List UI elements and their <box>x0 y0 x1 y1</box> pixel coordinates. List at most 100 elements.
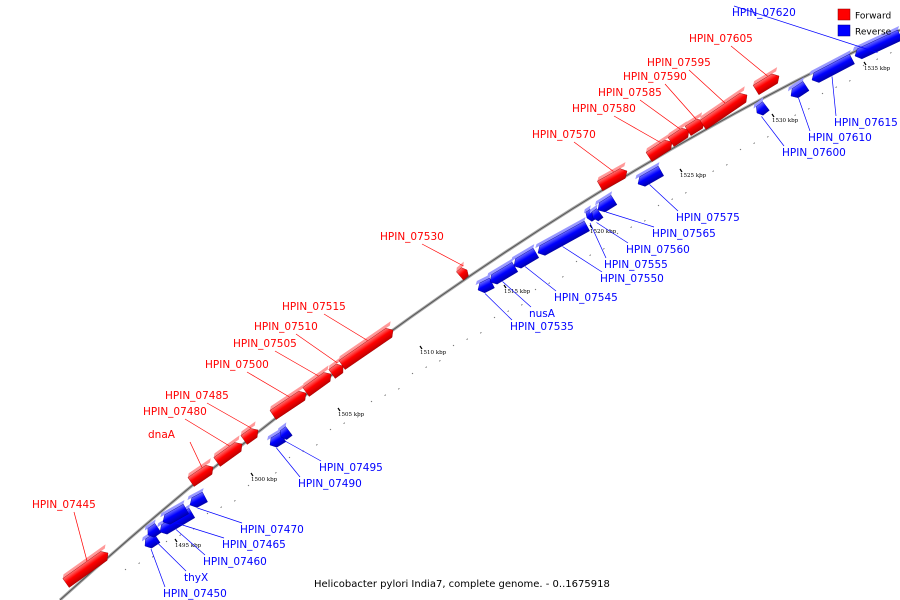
leader-hpin-07530 <box>421 243 464 267</box>
tick-label-1495-kbp: 1495 kbp <box>175 543 202 549</box>
genome-caption: Helicobacter pylori India7, complete gen… <box>314 579 610 590</box>
gene-hpin-07560 <box>589 204 604 222</box>
leader-nusa <box>502 281 532 308</box>
label-leader-lines <box>73 5 878 588</box>
leader-hpin-07570 <box>573 141 614 172</box>
gene-label-hpin-07565: HPIN_07565 <box>652 228 716 240</box>
leader-hpin-07465 <box>174 522 225 539</box>
gene-label-hpin-07470: HPIN_07470 <box>240 524 304 536</box>
gene-label-hpin-07600: HPIN_07600 <box>782 147 846 159</box>
gene-label-thyx: thyX <box>184 572 208 584</box>
tick-label-1530-kbp: 1530 kbp <box>772 118 799 124</box>
gene-hpin-07565 <box>595 191 618 213</box>
gene-dnaa <box>187 458 214 487</box>
gene-hpin-07620 <box>852 26 900 60</box>
tick-label-1515-kbp: 1515 kbp <box>504 289 531 295</box>
leader-hpin-07555 <box>589 222 607 259</box>
gene-label-hpin-07580: HPIN_07580 <box>572 103 636 115</box>
leader-dnaa <box>189 441 203 468</box>
leader-hpin-07620 <box>733 5 878 53</box>
gene-label-hpin-07450: HPIN_07450 <box>163 588 227 600</box>
gene-label-hpin-07515: HPIN_07515 <box>282 301 346 313</box>
gene-label-hpin-07465: HPIN_07465 <box>222 539 286 551</box>
gene-label-hpin-07460: HPIN_07460 <box>203 556 267 568</box>
tick-mark-1500-kbp <box>250 472 254 477</box>
gene-hpin-07510 <box>328 357 344 379</box>
gene-hpin-07600 <box>753 97 770 116</box>
gene-label-hpin-07510: HPIN_07510 <box>254 321 318 333</box>
leader-hpin-07445 <box>73 511 88 562</box>
leader-hpin-07575 <box>649 184 679 212</box>
leader-hpin-07600 <box>761 116 785 147</box>
tick-mark-1530-kbp <box>771 113 775 118</box>
tick-marks: 1495 kbp 1500 kbp 1505 kbp 1510 kbp 1515 kbp… <box>124 52 892 571</box>
leader-hpin-07485 <box>206 402 252 429</box>
leader-hpin-07500 <box>246 371 290 398</box>
tick-label-1510-kbp: 1510 kbp <box>420 350 447 356</box>
leader-hpin-07605 <box>730 45 768 77</box>
tick-mark-1505-kbp <box>337 407 341 412</box>
tick-mark-1525-kbp <box>679 168 683 173</box>
gene-label-hpin-07585: HPIN_07585 <box>598 87 662 99</box>
gene-hpin-07485 <box>240 421 259 445</box>
gene-label-hpin-07480: HPIN_07480 <box>143 406 207 418</box>
gene-label-hpin-07495: HPIN_07495 <box>319 462 383 474</box>
tick-label-1535-kbp: 1535 kbp <box>864 66 891 72</box>
tick-mark-1535-kbp <box>863 61 867 66</box>
gene-label-hpin-07570: HPIN_07570 <box>532 129 596 141</box>
gene-label-hpin-07615: HPIN_07615 <box>834 117 898 129</box>
gene-label-hpin-07595: HPIN_07595 <box>647 57 711 69</box>
tick-label-1525-kbp: 1525 kbp <box>680 173 707 179</box>
gene-label-hpin-07620: HPIN_07620 <box>732 7 796 19</box>
legend-forward-swatch <box>837 8 851 21</box>
gene-features <box>62 26 900 588</box>
legend-reverse-label: Reverse <box>855 28 892 38</box>
gene-hpin-07515 <box>338 321 394 370</box>
gene-label-hpin-07490: HPIN_07490 <box>298 478 362 490</box>
legend-reverse-swatch <box>837 24 851 37</box>
gene-label-hpin-07485: HPIN_07485 <box>165 390 229 402</box>
gene-hpin-07465 <box>160 500 189 525</box>
gene-label-hpin-07535: HPIN_07535 <box>510 321 574 333</box>
tick-label-1500-kbp: 1500 kbp <box>251 477 278 483</box>
gene-label-dnaa: dnaA <box>148 429 176 441</box>
gene-hpin-07580 <box>645 133 673 162</box>
gene-hpin-07550 <box>535 217 590 256</box>
gene-label-hpin-07575: HPIN_07575 <box>676 212 740 224</box>
leader-hpin-07480 <box>184 418 230 447</box>
gene-hpin-07595 <box>699 86 748 130</box>
leader-hpin-07505 <box>274 350 319 377</box>
leader-hpin-07510 <box>295 333 338 364</box>
leader-hpin-07580 <box>613 115 661 143</box>
gene-hpin-07605 <box>752 67 780 95</box>
tick-label-1505-kbp: 1505 kbp <box>338 412 365 418</box>
tick-mark-1495-kbp <box>174 538 178 543</box>
gene-label-hpin-07555: HPIN_07555 <box>604 259 668 271</box>
leader-hpin-07615 <box>831 76 837 117</box>
gene-label-hpin-07530: HPIN_07530 <box>380 231 444 243</box>
tick-label-1520-kbp: 1520 kbp <box>590 229 617 235</box>
gene-hpin-07445 <box>62 544 109 588</box>
leader-hpin-07565 <box>605 211 655 228</box>
gene-hpin-07610 <box>787 77 810 99</box>
gene-label-hpin-07500: HPIN_07500 <box>205 359 269 371</box>
leader-hpin-07595 <box>688 69 726 104</box>
legend: Forward Reverse <box>837 8 892 38</box>
gene-hpin-07495 <box>277 422 293 440</box>
leader-hpin-07450 <box>150 548 166 588</box>
gene-hpin-07530 <box>456 261 469 281</box>
gene-label-hpin-07610: HPIN_07610 <box>808 132 872 144</box>
gene-hpin-07500 <box>269 384 307 420</box>
leader-hpin-07585 <box>639 99 681 130</box>
gene-hpin-07470 <box>187 488 208 508</box>
gene-label-nusa: nusA <box>529 308 556 320</box>
gene-label-hpin-07445: HPIN_07445 <box>32 499 96 511</box>
gene-label-hpin-07590: HPIN_07590 <box>623 71 687 83</box>
leader-hpin-07535 <box>484 293 513 321</box>
leader-thyx <box>152 538 187 572</box>
leader-hpin-07470 <box>197 507 243 524</box>
gene-hpin-07575 <box>635 162 664 187</box>
gene-hpin-07570 <box>597 162 628 192</box>
gene-nusa <box>487 258 519 285</box>
